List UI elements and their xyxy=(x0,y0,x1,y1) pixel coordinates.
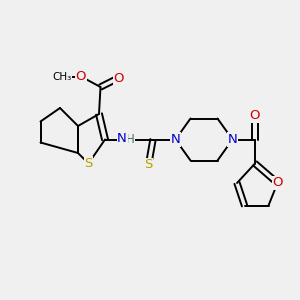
Text: S: S xyxy=(144,158,153,172)
Text: S: S xyxy=(84,157,93,170)
Text: O: O xyxy=(113,71,124,85)
Text: H: H xyxy=(126,133,135,146)
Text: N: N xyxy=(117,131,127,145)
Text: O: O xyxy=(250,109,260,122)
Text: CH₃: CH₃ xyxy=(52,71,71,82)
Text: N: N xyxy=(171,133,180,146)
Text: O: O xyxy=(76,70,86,83)
Text: N: N xyxy=(228,133,237,146)
Text: O: O xyxy=(272,176,283,190)
